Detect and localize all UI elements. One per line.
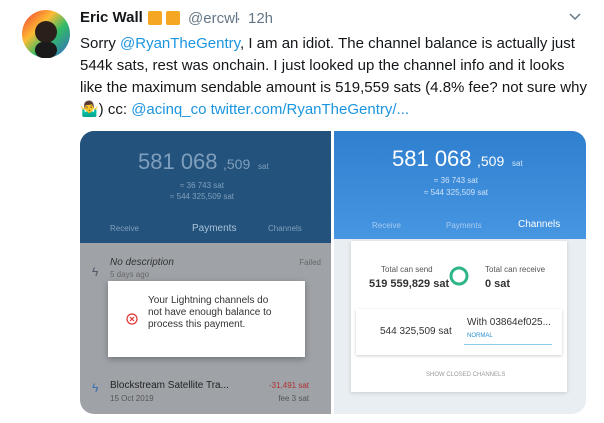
image-right[interactable]: 581 068 ,509 sat ≈ 36 743 sat ≈ 544 325,…: [334, 131, 586, 414]
receive-label: Total can receive: [485, 265, 546, 274]
receive-value: 0 sat: [485, 278, 511, 290]
channel-balance: 544 325,509 sat: [380, 326, 452, 337]
tab[interactable]: Receive: [372, 221, 401, 230]
error-icon: [126, 313, 138, 325]
tab[interactable]: Payments: [192, 223, 237, 234]
image-left[interactable]: 581 068 ,509 sat ≈ 36 743 sat ≈ 544 325,…: [80, 131, 331, 414]
payment-date: 5 days ago: [110, 270, 150, 279]
payment-fee: fee 3 sat: [278, 394, 309, 403]
show-closed[interactable]: SHOW CLOSED CHANNELS: [426, 372, 506, 378]
tab[interactable]: Receive: [110, 224, 139, 233]
fiat: ≈ 36 743 sat: [180, 181, 224, 190]
bolt-icon: ϟ: [92, 265, 99, 279]
dialog-message: Your Lightning channels do not have enou…: [148, 295, 272, 330]
payment-title: No description: [110, 257, 174, 268]
payment-date: 15 Oct 2019: [110, 394, 154, 403]
separator: ·: [236, 10, 241, 27]
state-bar: [464, 344, 552, 345]
author-name[interactable]: Eric Wall: [80, 9, 143, 26]
avatar[interactable]: [22, 10, 70, 58]
header: [334, 131, 586, 239]
handle[interactable]: @ercwl: [188, 10, 239, 27]
ratio-ring: [449, 266, 469, 286]
balance-decimals: ,509: [223, 156, 251, 172]
channels-card: Total can send 519 559,829 sat Total can…: [351, 241, 567, 392]
dialog: Your Lightning channels do not have enou…: [108, 281, 305, 357]
channel-peer: With 03864ef025...: [467, 317, 551, 328]
text: Sorry: [80, 35, 121, 52]
payment-amount: -31,491 sat: [268, 381, 309, 390]
bolt-icon: ϟ: [92, 381, 99, 395]
tab[interactable]: Channels: [268, 224, 302, 233]
payment-title: Blockstream Satellite Tra...: [110, 380, 229, 391]
badge: [148, 11, 162, 25]
onchain: ≈ 544 325,509 sat: [170, 192, 234, 201]
balance-unit: sat: [512, 159, 523, 168]
fiat: ≈ 36 743 sat: [434, 176, 478, 185]
channel-row[interactable]: 544 325,509 sat With 03864ef025... NORMA…: [356, 309, 562, 355]
channel-state: NORMAL: [467, 333, 493, 339]
balance: 581 068: [392, 146, 472, 171]
url[interactable]: twitter.com/RyanTheGentry/...: [210, 101, 410, 118]
send-label: Total can send: [381, 265, 433, 274]
send-value: 519 559,829 sat: [369, 278, 450, 290]
payment-status: Failed: [299, 258, 321, 267]
timestamp[interactable]: 12h: [248, 10, 274, 27]
tweet-text: Sorry @RyanTheGentry, I am an idiot. The…: [80, 33, 590, 121]
text: , I am an idiot. The channel balance is …: [80, 35, 587, 118]
mention[interactable]: @RyanTheGentry: [120, 35, 241, 52]
balance-decimals: ,509: [477, 153, 505, 169]
balance-unit: sat: [258, 162, 269, 171]
balance: 581 068: [138, 149, 218, 174]
tab[interactable]: Channels: [518, 219, 561, 230]
header: [80, 131, 331, 243]
menu-chevron[interactable]: [569, 13, 581, 21]
badge: [166, 11, 180, 25]
onchain: ≈ 544 325,509 sat: [424, 188, 488, 197]
tab[interactable]: Payments: [446, 221, 482, 230]
mention[interactable]: @acinq_co: [131, 101, 207, 118]
